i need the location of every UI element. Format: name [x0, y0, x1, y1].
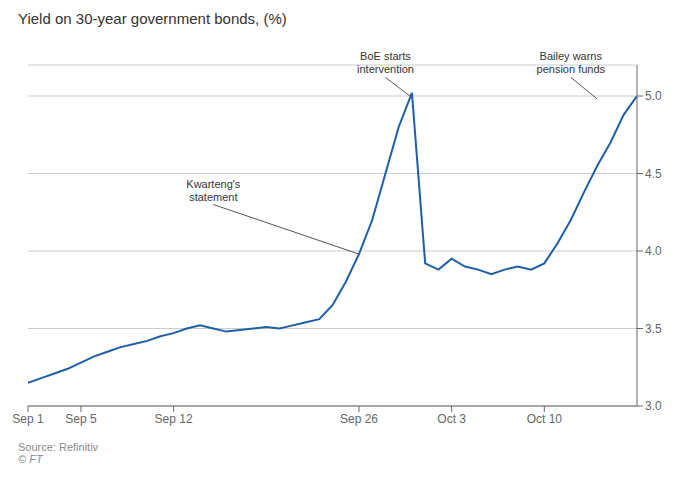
- svg-text:4.5: 4.5: [645, 167, 662, 181]
- svg-text:Sep 26: Sep 26: [340, 412, 378, 426]
- svg-text:5.0: 5.0: [645, 89, 662, 103]
- svg-text:Oct 3: Oct 3: [437, 412, 466, 426]
- svg-text:Sep 12: Sep 12: [155, 412, 193, 426]
- svg-text:Bailey warnspension funds: Bailey warnspension funds: [537, 50, 606, 75]
- svg-text:Sep 5: Sep 5: [65, 412, 97, 426]
- svg-text:Oct 10: Oct 10: [527, 412, 563, 426]
- svg-text:3.0: 3.0: [645, 399, 662, 413]
- svg-text:Kwarteng'sstatement: Kwarteng'sstatement: [186, 178, 241, 203]
- html-text:Yield on 30-year government bo: Yield on 30-year government bonds, (%): [18, 10, 287, 27]
- html-text:Source: Refinitiv: Source: Refinitiv: [18, 441, 99, 453]
- svg-text:3.5: 3.5: [645, 322, 662, 336]
- svg-text:4.0: 4.0: [645, 244, 662, 258]
- svg-text:BoE startsintervention: BoE startsintervention: [357, 50, 414, 75]
- html-text:© FT: © FT: [18, 453, 43, 465]
- svg-text:Sep 1: Sep 1: [12, 412, 44, 426]
